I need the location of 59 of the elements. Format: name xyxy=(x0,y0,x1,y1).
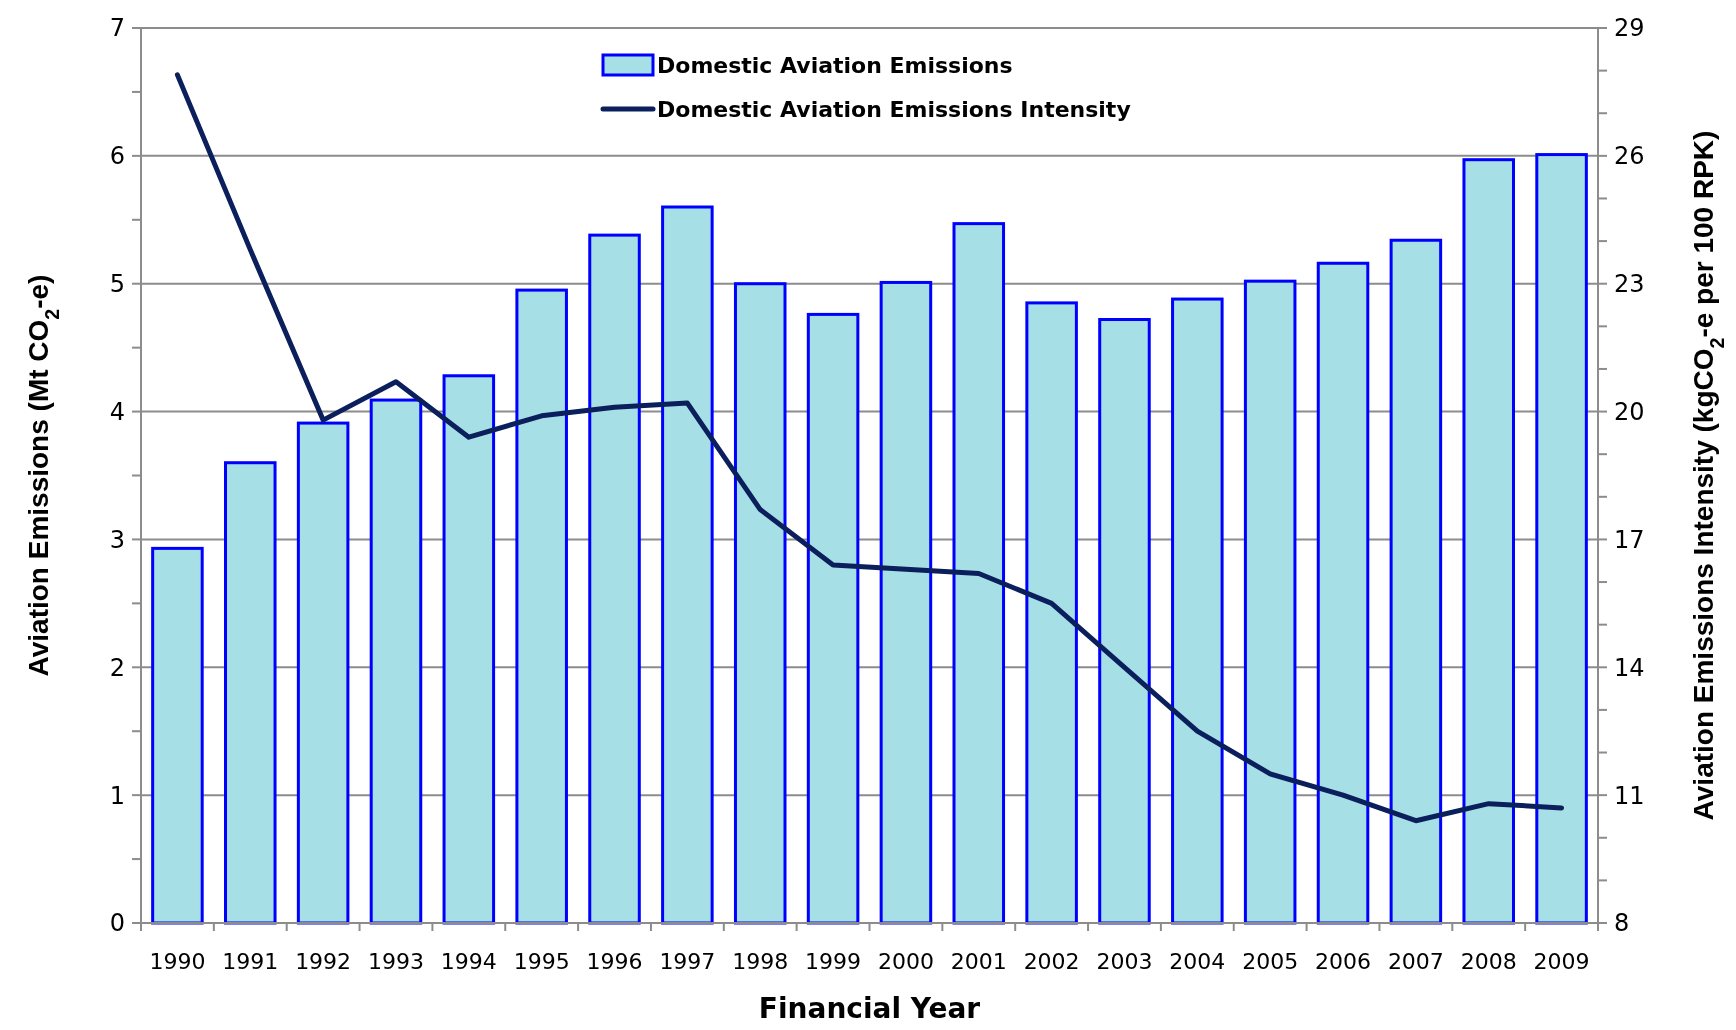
y2-tick-label: 20 xyxy=(1614,397,1645,426)
bar xyxy=(515,288,568,925)
bar xyxy=(296,421,350,925)
x-tick-label: 2003 xyxy=(1096,949,1153,974)
bar xyxy=(1171,297,1224,925)
y2-tick-label: 11 xyxy=(1614,781,1645,810)
bar xyxy=(151,546,204,925)
x-tick-label: 1991 xyxy=(222,949,279,974)
bar xyxy=(369,398,423,925)
x-tick-label: 2005 xyxy=(1242,949,1299,974)
x-tick-label: 1996 xyxy=(586,949,643,974)
bar xyxy=(1535,153,1588,925)
x-axis-title: Financial Year xyxy=(758,992,981,1025)
bar xyxy=(1243,279,1297,925)
y2-tick-label: 8 xyxy=(1614,909,1630,938)
bar xyxy=(1316,261,1370,925)
x-tick-label: 1998 xyxy=(732,949,789,974)
bar xyxy=(1098,318,1151,925)
y2-tick-label: 17 xyxy=(1614,525,1645,554)
bar xyxy=(1389,238,1443,925)
x-tick-label: 1990 xyxy=(149,949,206,974)
y-tick-label: 5 xyxy=(109,270,125,299)
y-tick-label: 6 xyxy=(109,142,125,171)
bar xyxy=(879,280,933,925)
x-tick-label: 2004 xyxy=(1169,949,1226,974)
y-tick-label: 1 xyxy=(109,781,125,810)
legend-label: Domestic Aviation Emissions Intensity xyxy=(657,96,1131,122)
legend-label: Domestic Aviation Emissions xyxy=(657,52,1013,78)
bar xyxy=(588,233,641,925)
bar xyxy=(806,312,860,925)
x-tick-label: 1997 xyxy=(659,949,716,974)
y-tick-label: 2 xyxy=(109,653,125,682)
x-tick-label: 2009 xyxy=(1533,949,1590,974)
bar xyxy=(1025,301,1078,925)
bar xyxy=(952,222,1006,925)
x-tick-label: 1993 xyxy=(367,949,424,974)
y2-tick-label: 14 xyxy=(1614,653,1645,682)
bar xyxy=(661,205,714,925)
x-tick-label: 1994 xyxy=(440,949,497,974)
bar xyxy=(442,374,496,925)
bar xyxy=(1462,158,1515,925)
y2-tick-label: 23 xyxy=(1614,270,1645,299)
y-tick-label: 4 xyxy=(109,397,125,426)
x-tick-label: 1999 xyxy=(805,949,862,974)
x-tick-label: 1992 xyxy=(295,949,352,974)
bar xyxy=(733,282,787,925)
y-tick-label: 0 xyxy=(109,909,125,938)
y-tick-label: 3 xyxy=(109,525,125,554)
x-tick-label: 2002 xyxy=(1023,949,1080,974)
y2-tick-label: 26 xyxy=(1614,142,1645,171)
bar xyxy=(224,461,277,925)
x-tick-label: 2007 xyxy=(1387,949,1444,974)
x-tick-label: 2006 xyxy=(1315,949,1372,974)
x-tick-label: 2008 xyxy=(1460,949,1517,974)
x-tick-label: 1995 xyxy=(513,949,570,974)
x-tick-label: 2000 xyxy=(877,949,934,974)
y2-tick-label: 29 xyxy=(1614,14,1645,43)
y-tick-label: 7 xyxy=(109,14,125,43)
x-tick-label: 2001 xyxy=(950,949,1007,974)
